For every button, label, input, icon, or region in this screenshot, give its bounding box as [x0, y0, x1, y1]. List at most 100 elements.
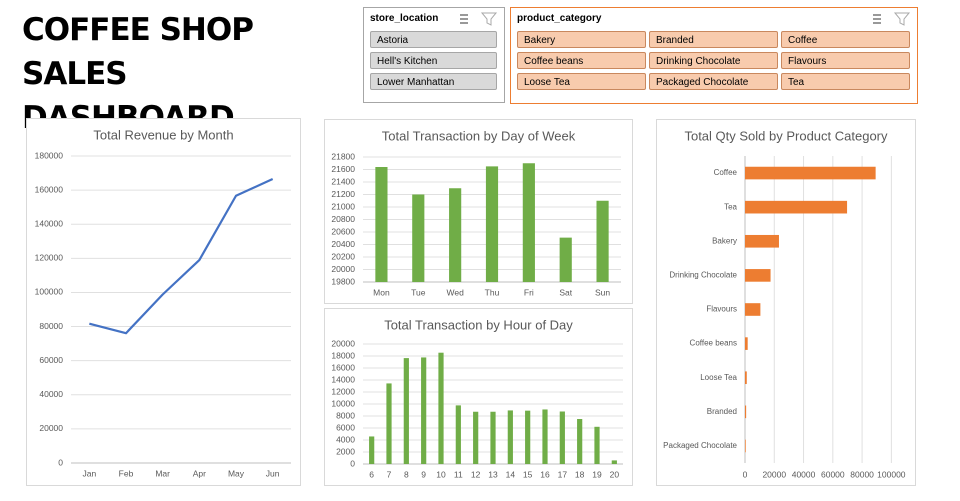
y-tick-label: 21600 — [331, 164, 355, 174]
bar — [485, 166, 499, 282]
x-tick-label: 60000 — [821, 469, 845, 479]
x-tick-label: May — [228, 468, 245, 478]
slicer-header: store_location — [370, 13, 439, 24]
y-tick-label: 20400 — [331, 239, 355, 249]
slicer-button[interactable]: Tea — [781, 73, 910, 90]
chart: Total Revenue by Month 0 20000 40000 60000 80… — [35, 127, 291, 478]
slicer-header: product_category — [517, 13, 602, 24]
slicer-button[interactable]: Branded — [649, 31, 778, 48]
slicer-button[interactable]: Bakery — [517, 31, 646, 48]
bar — [438, 352, 444, 464]
y-tick-label: 21000 — [331, 201, 355, 211]
y-tick-label: Coffee beans — [690, 339, 737, 348]
chart-title: Total Transaction by Hour of Day — [384, 317, 573, 332]
x-tick-label: Thu — [485, 287, 500, 297]
bar — [522, 163, 535, 282]
y-tick-label: 21200 — [331, 189, 355, 199]
slicer-button[interactable]: Coffee beans — [517, 52, 646, 69]
y-tick-label: 18000 — [331, 350, 355, 360]
bar — [525, 410, 531, 464]
x-tick-label: 7 — [387, 469, 392, 479]
bar — [559, 237, 572, 282]
y-tick-label: 2000 — [336, 446, 355, 456]
y-tick-label: 140000 — [35, 218, 64, 228]
y-tick-label: 19800 — [331, 276, 355, 286]
y-tick-label: 0 — [350, 458, 355, 468]
y-tick-label: 4000 — [336, 434, 355, 444]
x-tick-label: Apr — [193, 468, 206, 478]
x-tick-label: Jan — [82, 468, 96, 478]
x-tick-label: Wed — [446, 287, 464, 297]
x-tick-label: Mar — [155, 468, 170, 478]
x-tick-label: Mon — [373, 287, 390, 297]
y-tick-label: 160000 — [35, 184, 64, 194]
x-tick-label: 8 — [404, 469, 409, 479]
slicer-button[interactable]: Drinking Chocolate — [649, 52, 778, 69]
y-tick-label: 6000 — [336, 422, 355, 432]
y-tick-label: 40000 — [39, 389, 63, 399]
x-tick-label: 11 — [454, 469, 463, 479]
bar — [369, 436, 375, 464]
chart: Total Transaction by Day of Week 19800 200… — [331, 128, 621, 297]
y-tick-label: 180000 — [35, 150, 64, 160]
slicer: product_category Bakery Branded Coffee Coffe… — [510, 7, 918, 104]
x-tick-label: 15 — [523, 469, 533, 479]
y-tick-label: 20600 — [331, 226, 355, 236]
slicer-button[interactable]: Hell's Kitchen — [370, 52, 497, 69]
y-tick-label: 20000 — [331, 338, 355, 348]
slicer-button[interactable]: Flavours — [781, 52, 910, 69]
bar — [449, 188, 462, 282]
bar — [473, 411, 479, 464]
bar — [745, 200, 848, 214]
y-tick-label: 20000 — [39, 423, 63, 433]
x-tick-label: Tue — [411, 287, 426, 297]
bar — [611, 460, 617, 464]
x-tick-label: Feb — [119, 468, 134, 478]
x-tick-label: 10 — [436, 469, 446, 479]
x-tick-label: 19 — [592, 469, 602, 479]
x-tick-label: 16 — [540, 469, 550, 479]
slicer-button[interactable]: Lower Manhattan — [370, 73, 497, 90]
bar — [386, 383, 392, 464]
bar — [745, 337, 748, 350]
bar — [745, 166, 876, 180]
y-tick-label: 80000 — [39, 321, 63, 331]
x-tick-label: 13 — [488, 469, 498, 479]
chart-panel: Total Transaction by Day of Week 19800 200… — [324, 119, 633, 304]
y-tick-label: 16000 — [331, 362, 355, 372]
bar — [421, 357, 427, 464]
chart-panel: Total Transaction by Hour of Day 0 2000 400… — [324, 308, 633, 486]
y-tick-label: 20000 — [331, 264, 355, 274]
y-tick-label: 8000 — [336, 410, 355, 420]
line — [89, 178, 274, 335]
bar — [745, 371, 747, 385]
y-tick-label: 60000 — [39, 355, 63, 365]
slicer-button[interactable]: Astoria — [370, 31, 497, 48]
slicer-button[interactable]: Packaged Chocolate — [649, 73, 778, 90]
y-tick-label: Coffee — [714, 168, 738, 177]
y-tick-label: 10000 — [331, 398, 355, 408]
chart-title: Total Transaction by Day of Week — [382, 128, 576, 143]
x-tick-label: 0 — [743, 469, 748, 479]
bar — [745, 405, 747, 419]
chart-title: Total Revenue by Month — [93, 127, 233, 142]
bar — [745, 234, 779, 248]
bar — [403, 358, 409, 464]
y-tick-label: Loose Tea — [700, 373, 737, 382]
bar — [542, 409, 548, 464]
x-tick-label: 6 — [369, 469, 374, 479]
y-tick-label: 14000 — [331, 374, 355, 384]
x-tick-label: Sat — [559, 287, 572, 297]
slicer-button[interactable]: Coffee — [781, 31, 910, 48]
y-tick-label: Tea — [724, 202, 737, 211]
bar — [455, 405, 461, 464]
x-tick-label: 9 — [421, 469, 426, 479]
x-tick-label: 20 — [610, 469, 620, 479]
icon-stroke — [893, 12, 911, 26]
x-tick-label: 17 — [558, 469, 568, 479]
x-tick-label: 18 — [575, 469, 585, 479]
chart: Total Transaction by Hour of Day 0 2000 400… — [331, 317, 623, 479]
bar — [412, 194, 425, 282]
slicer-button[interactable]: Loose Tea — [517, 73, 646, 90]
